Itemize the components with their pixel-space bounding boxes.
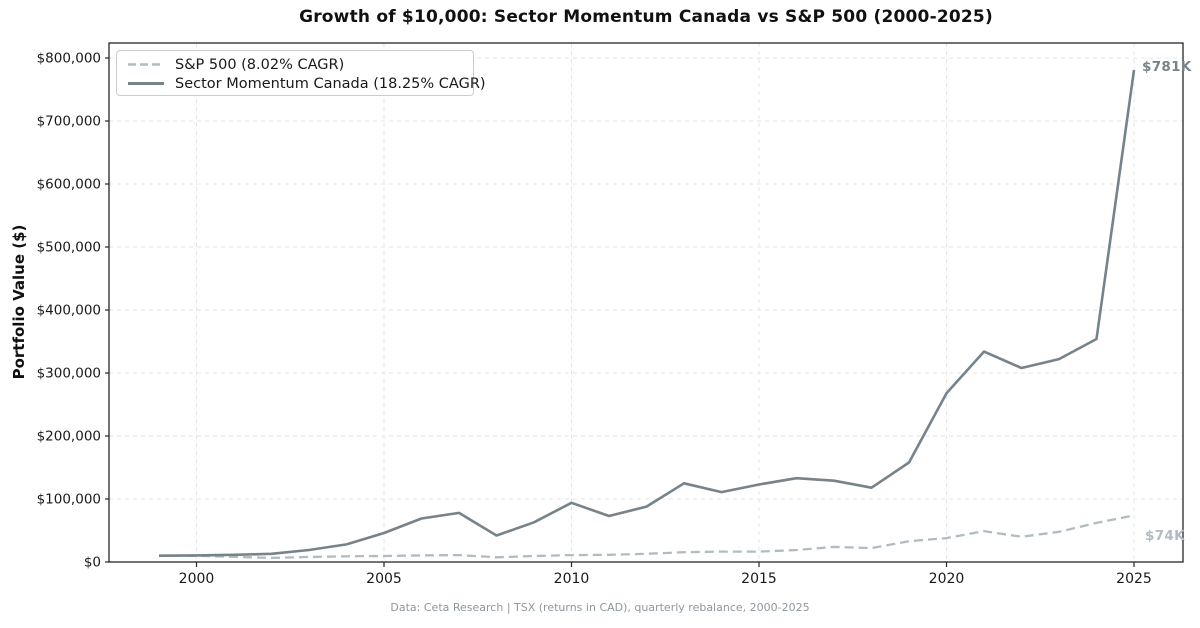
legend-label-sp500: S&P 500 (8.02% CAGR) [175, 56, 345, 73]
y-tick-label: $0 [84, 555, 101, 571]
y-tick-label: $100,000 [37, 492, 101, 508]
y-tick-label: $500,000 [37, 240, 101, 256]
gridlines [109, 43, 1183, 562]
x-tick-label: 2005 [366, 571, 402, 587]
axis-ticks [105, 57, 1135, 567]
y-tick-label: $800,000 [37, 51, 101, 67]
x-tick-label: 2015 [741, 571, 777, 587]
y-tick-label: $600,000 [37, 177, 101, 193]
legend: S&P 500 (8.02% CAGR) Sector Momentum Can… [116, 50, 486, 96]
y-tick-label: $200,000 [37, 429, 101, 445]
legend-item-momentum: Sector Momentum Canada (18.25% CAGR) [127, 74, 486, 93]
momentum-end-annotation: $781K [1142, 59, 1192, 75]
data-source-footer: Data: Ceta Research | TSX (returns in CA… [390, 601, 810, 614]
x-tick-label: 2010 [554, 571, 590, 587]
x-tick-label: 2000 [179, 571, 215, 587]
sp500-end-annotation: $74K [1145, 528, 1185, 544]
y-tick-label: $700,000 [37, 114, 101, 130]
chart-title: Growth of $10,000: Sector Momentum Canad… [299, 7, 993, 27]
tick-labels: $0 $100,000 $200,000 $300,000 $400,000 $500,0… [37, 51, 1152, 587]
x-tick-label: 2020 [929, 571, 965, 587]
momentum-line-sample-icon [128, 82, 164, 85]
series-line-momentum [158, 69, 1136, 557]
series-lines [158, 69, 1136, 560]
series-line-sp500 [158, 514, 1135, 560]
plot-border [108, 42, 1184, 563]
legend-label-momentum: Sector Momentum Canada (18.25% CAGR) [175, 75, 486, 92]
x-tick-label: 2025 [1116, 571, 1152, 587]
legend-item-sp500: S&P 500 (8.02% CAGR) [127, 55, 473, 74]
y-tick-label: $400,000 [37, 303, 101, 319]
y-tick-label: $300,000 [37, 366, 101, 382]
sp500-line-sample-icon [128, 63, 164, 66]
